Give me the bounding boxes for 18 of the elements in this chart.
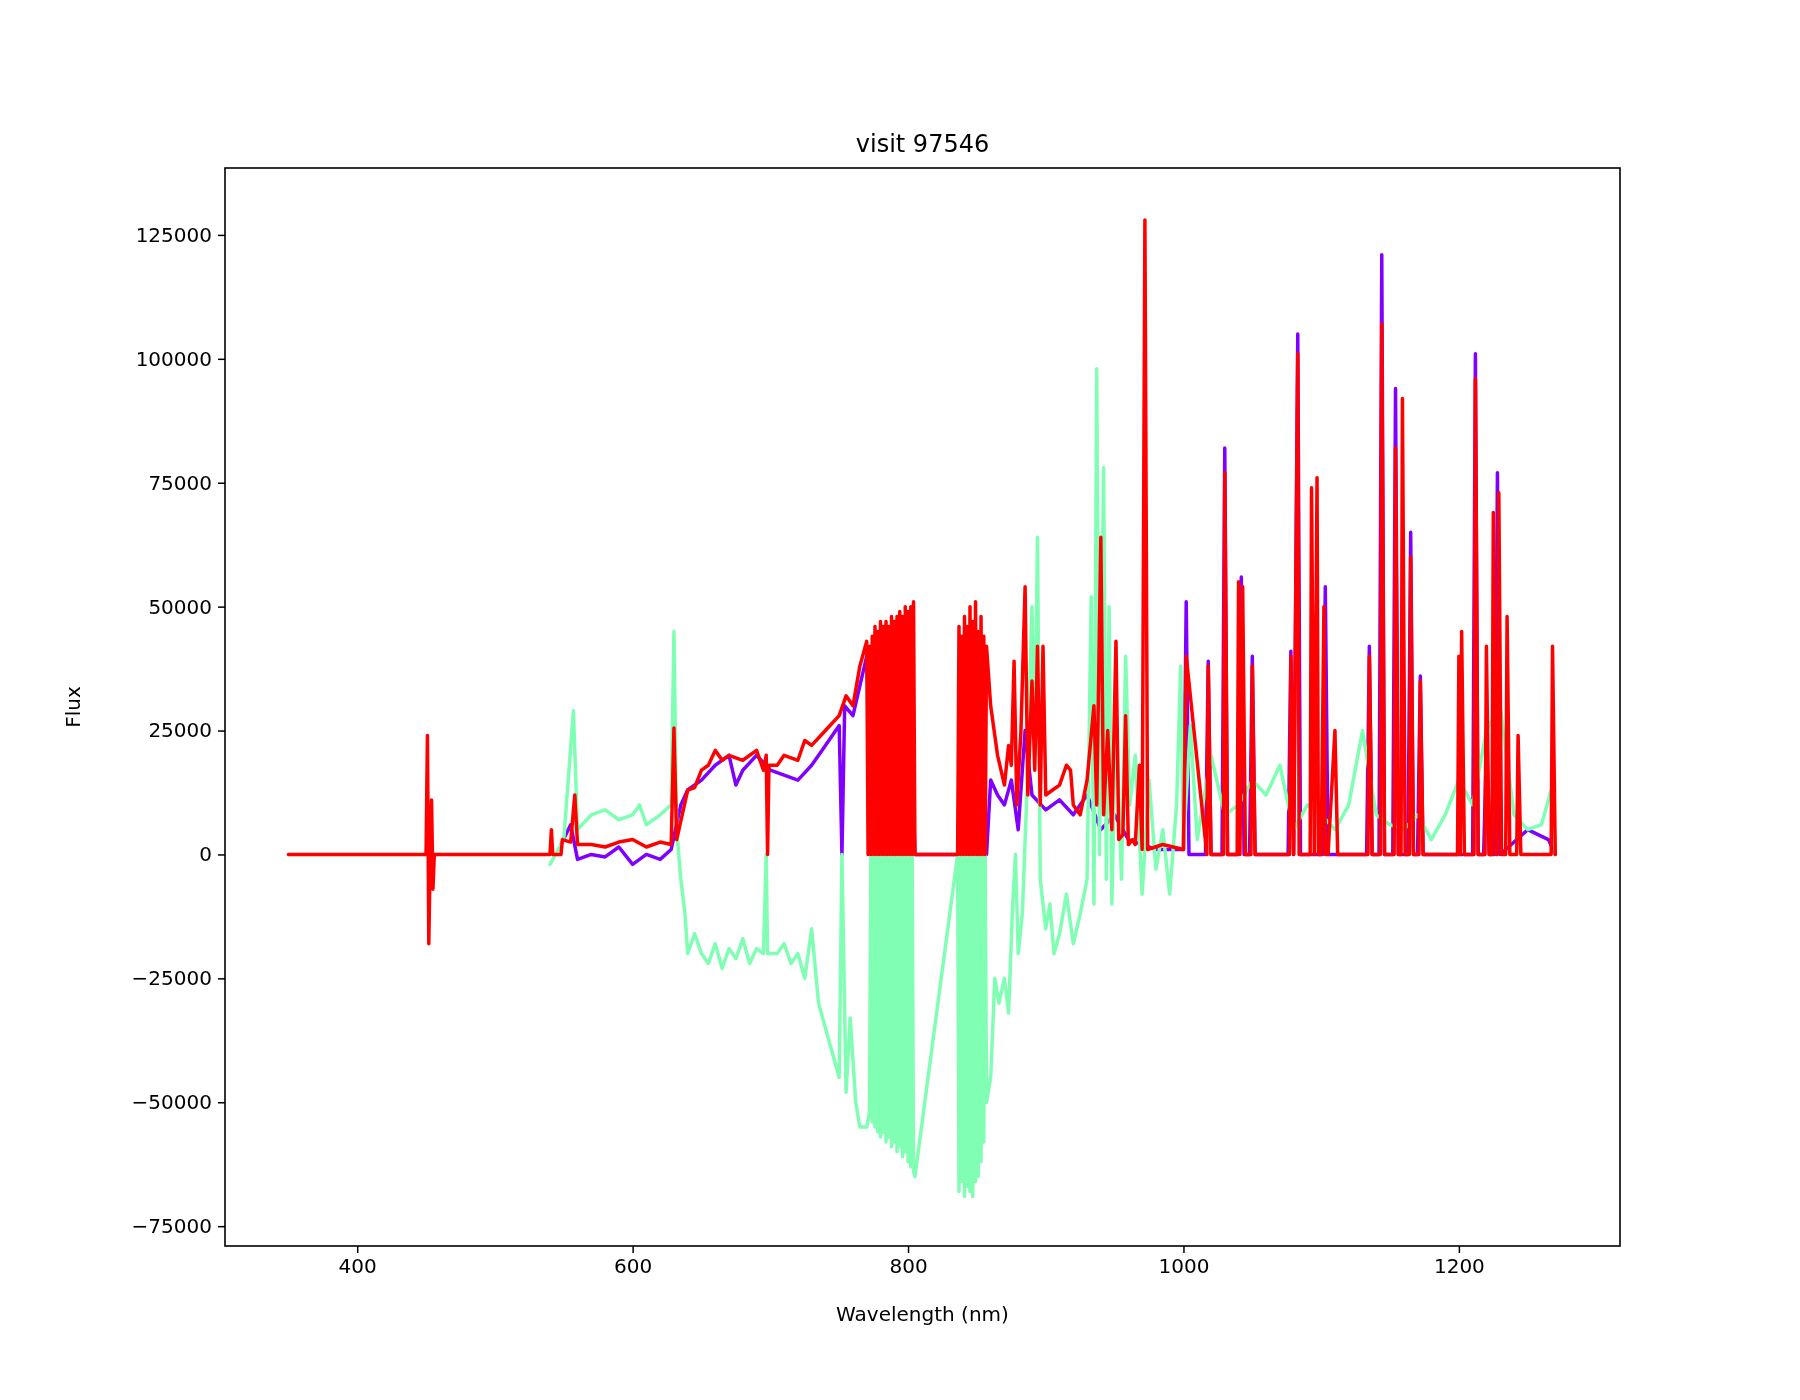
y-tick-label: −50000 [131, 1090, 212, 1115]
line-series [286, 218, 1558, 946]
y-tick-label: −25000 [131, 966, 212, 991]
x-tick-label: 400 [338, 1254, 377, 1279]
y-tick-label: 100000 [135, 346, 212, 371]
y-tick-label: 0 [199, 842, 212, 867]
y-tick-label: 75000 [148, 470, 212, 495]
x-tick-label: 600 [614, 1254, 653, 1279]
x-axis-title: Wavelength (nm) [836, 1302, 1009, 1326]
y-tick-label: 125000 [135, 222, 212, 247]
x-tick-label: 1200 [1433, 1254, 1485, 1279]
chart-title: visit 97546 [855, 130, 990, 158]
y-tick-label: −75000 [131, 1214, 212, 1239]
y-tick-label: 25000 [148, 718, 212, 743]
y-tick-label: 50000 [148, 594, 212, 619]
y-axis-title: Flux [61, 686, 85, 728]
x-tick-label: 1000 [1158, 1254, 1210, 1279]
x-tick-label: 800 [889, 1254, 928, 1279]
